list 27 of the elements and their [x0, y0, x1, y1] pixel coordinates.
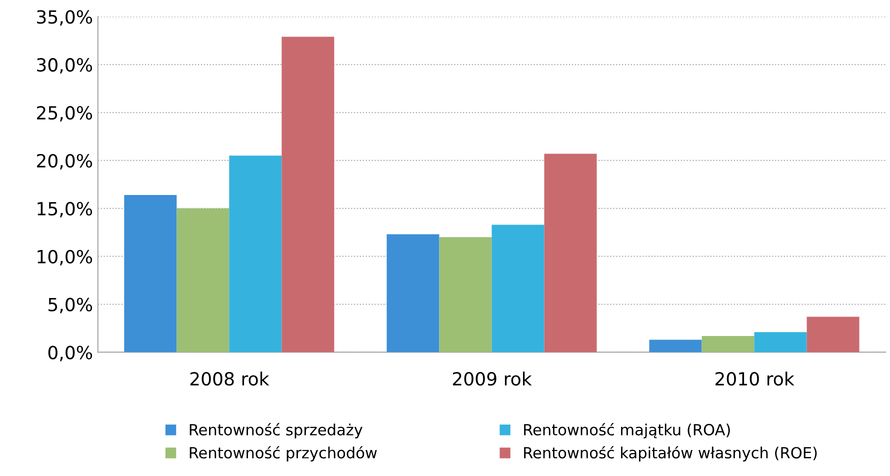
x-tick-label: 2010 rok [715, 372, 794, 386]
y-tick-label: 25,0% [37, 106, 92, 122]
bar [492, 224, 544, 352]
bar [386, 234, 440, 352]
legend-label: Rentowność majątku (ROA) [524, 423, 730, 438]
x-tick-label: 2008 rok [190, 372, 270, 386]
bar [544, 154, 597, 352]
y-tick-label: 15,0% [38, 202, 92, 218]
bar [176, 208, 230, 352]
bar [124, 194, 177, 352]
bar [282, 36, 334, 352]
y-tick-label: 10,0% [38, 250, 92, 266]
y-tick-label: 30,0% [37, 58, 92, 74]
legend-label: Rentowność przychodów [190, 446, 377, 462]
bar [702, 336, 754, 352]
y-tick-label: 35,0% [37, 10, 92, 26]
bar [229, 156, 282, 352]
bar [806, 316, 860, 352]
legend-label: Rentowność kapitałów własnych (ROE) [524, 446, 817, 462]
y-tick-label: 0,0% [48, 346, 92, 362]
bar [439, 237, 492, 352]
legend-label: Rentowność sprzedaży [190, 423, 362, 438]
bar [754, 332, 807, 352]
x-tick-label: 2009 rok [452, 372, 532, 386]
y-tick-label: 5,0% [48, 298, 92, 314]
y-tick-label: 20,0% [37, 154, 92, 170]
bar [649, 340, 702, 352]
